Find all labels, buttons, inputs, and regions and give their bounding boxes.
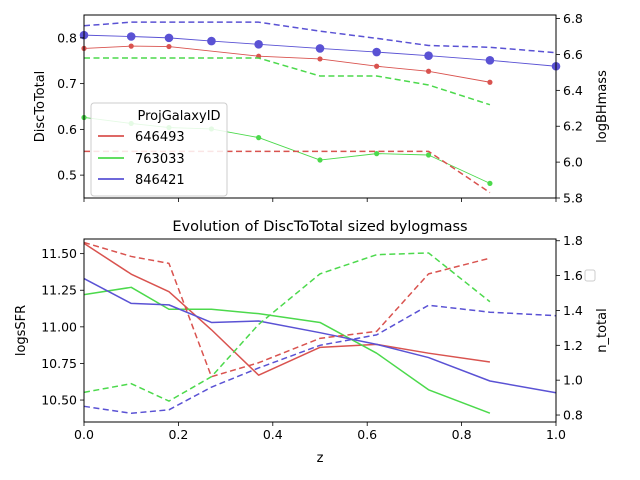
top-point-763033	[256, 135, 262, 141]
bottom-x-tick-label: 0.4	[263, 427, 283, 442]
top-point-846421	[372, 47, 381, 57]
bottom-series-line-846421-left	[83, 277, 557, 394]
empty-legend-box	[584, 269, 596, 282]
top-ylabel-right: logBHmass	[595, 70, 610, 143]
top-ylabel: DiscToTotal	[33, 71, 48, 143]
top-point-846421	[164, 33, 174, 43]
bottom-ylabel-right: n_total	[595, 308, 610, 352]
bottom-xlabel: z	[317, 451, 324, 466]
top-panel: 0.5 0.6 0.7 0.8 5.8 6.0 6.2 6.4 6.6 6.8 DiscToTot…	[33, 11, 610, 205]
top-y-right-tick-label: 6.6	[563, 47, 583, 62]
top-y-tick-label: 0.6	[57, 122, 77, 137]
bottom-title: Evolution of DiscToTotal sized bylogmass	[172, 219, 467, 235]
top-series-line-763033-right	[84, 57, 491, 106]
top-point-846421	[207, 36, 216, 46]
top-point-646493	[487, 79, 493, 85]
bottom-x-tick-label: 0.8	[452, 427, 472, 442]
bottom-series-line-846421-right	[83, 304, 557, 415]
bottom-series-line-763033-left	[83, 286, 491, 414]
top-point-646493	[166, 43, 172, 50]
bottom-y-tick-label: 11.25	[41, 283, 77, 298]
top-series-line-846421-left	[83, 34, 557, 67]
top-point-846421	[315, 44, 325, 53]
top-legend: ProjGalaxyID 646493 763033 846421	[90, 102, 228, 197]
bottom-series-line-646493-left	[83, 242, 491, 376]
top-point-763033	[487, 180, 493, 186]
top-y-tick-label: 0.7	[57, 76, 77, 91]
bottom-y-right-tick-label: 1.4	[563, 303, 583, 318]
top-point-646493	[128, 43, 134, 49]
top-point-763033	[374, 151, 380, 157]
bottom-y-tick-label: 10.50	[41, 393, 77, 408]
legend-box	[90, 102, 228, 197]
legend-label-763033: 763033	[135, 152, 185, 167]
top-y-tick-label: 0.5	[57, 168, 77, 183]
bottom-panel-data	[83, 241, 557, 415]
top-point-646493	[317, 56, 323, 62]
top-y-tick-label: 0.8	[57, 30, 77, 45]
bottom-series-line-763033-right	[83, 252, 491, 402]
top-panel-frame	[83, 14, 557, 199]
top-panel-ticks: 0.5 0.6 0.7 0.8 5.8 6.0 6.2 6.4 6.6 6.8	[57, 11, 583, 205]
top-series-line-646493-left	[83, 45, 490, 83]
legend-label-646493: 646493	[135, 130, 185, 145]
legend-label-846421: 846421	[135, 173, 185, 188]
top-point-646493	[425, 68, 432, 74]
bottom-panel: 0.0 0.2 0.4 0.6 0.8 1.0 10.50 10.75 11.00 11.25 11…	[14, 219, 610, 466]
top-point-846421	[485, 55, 495, 65]
bottom-x-tick-label: 1.0	[546, 427, 566, 442]
bottom-y-tick-label: 10.75	[41, 356, 77, 371]
bottom-y-tick-label: 11.50	[41, 246, 77, 261]
top-y-right-tick-label: 6.0	[563, 155, 583, 170]
bottom-panel-frame	[83, 238, 557, 423]
bottom-panel-ticks: 0.0 0.2 0.4 0.6 0.8 1.0 10.50 10.75 11.00 11.25 11…	[41, 233, 583, 442]
bottom-x-tick-label: 0.2	[168, 427, 188, 442]
bottom-y-right-tick-label: 0.8	[563, 408, 583, 423]
legend-title: ProjGalaxyID	[137, 109, 220, 124]
bottom-x-tick-label: 0.6	[357, 427, 377, 442]
top-y-right-tick-label: 6.4	[563, 83, 583, 98]
top-point-763033	[317, 157, 323, 163]
bottom-y-tick-label: 11.00	[41, 319, 77, 334]
bottom-y-right-tick-label: 1.6	[563, 268, 583, 283]
top-point-846421	[424, 51, 433, 61]
top-point-846421	[254, 39, 263, 49]
bottom-y-right-tick-label: 1.2	[563, 338, 583, 353]
bottom-y-right-tick-label: 1.8	[563, 233, 583, 248]
bottom-series-line-646493-right	[83, 241, 491, 378]
bottom-y-right-tick-label: 1.0	[563, 373, 583, 388]
bottom-x-tick-label: 0.0	[74, 427, 94, 442]
top-y-right-tick-label: 5.8	[563, 191, 583, 206]
top-point-646493	[374, 63, 380, 69]
bottom-ylabel: logsSFR	[14, 305, 29, 356]
top-y-right-tick-label: 6.2	[563, 119, 583, 134]
top-y-right-tick-label: 6.8	[563, 11, 583, 26]
top-point-846421	[126, 32, 136, 41]
top-point-763033	[425, 152, 432, 158]
